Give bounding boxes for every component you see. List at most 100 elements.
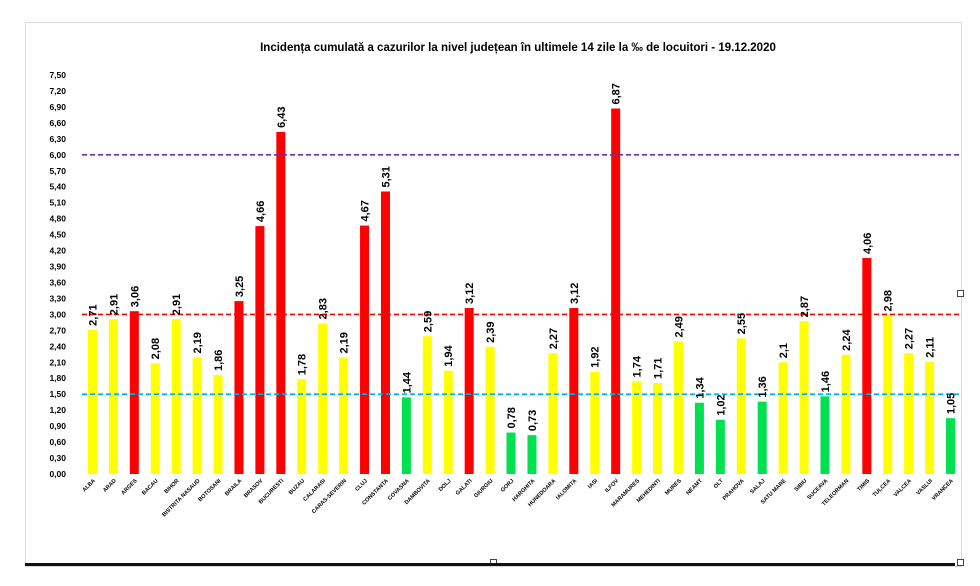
- bar-value-label: 6,87: [611, 83, 623, 104]
- bar: [925, 361, 935, 474]
- bar: [673, 341, 683, 474]
- x-tick-label: BISTRITA NASAUD: [161, 478, 201, 518]
- bar: [820, 396, 830, 474]
- y-tick-label: 4,50: [49, 230, 66, 240]
- bar-value-label: 1,86: [213, 350, 225, 371]
- x-tick-label: GORJ: [500, 478, 515, 493]
- bar-value-label: 2,98: [883, 290, 895, 311]
- bar-value-label: 4,66: [255, 201, 267, 222]
- x-tick-label: BRASOV: [243, 478, 264, 499]
- bar-value-label: 2,91: [171, 294, 183, 315]
- x-tick-label: OLT: [713, 478, 725, 490]
- bar-value-label: 1,34: [694, 376, 706, 398]
- bar-value-label: 1,94: [443, 345, 455, 367]
- bar: [339, 357, 349, 474]
- bar-value-label: 1,36: [757, 376, 769, 397]
- bar: [129, 311, 139, 474]
- bar-value-label: 3,12: [464, 283, 476, 304]
- x-tick-label: NEAMT: [685, 478, 704, 497]
- bar-value-label: 3,25: [234, 276, 246, 297]
- y-tick-label: 6,90: [49, 102, 66, 112]
- bar-value-label: 0,78: [506, 407, 518, 428]
- x-tick-label: ALBA: [82, 478, 97, 493]
- x-tick-label: VALCEA: [893, 478, 913, 498]
- value-labels: 2,71 2,91 3,06 2,08 2,91 2,19 1,86 3,25 4,66 6,43…: [87, 83, 957, 431]
- x-tick-label: TIMIS: [856, 478, 871, 493]
- x-tick-label: VRANCEA: [931, 478, 955, 502]
- bar-value-label: 1,74: [632, 355, 644, 377]
- bar: [171, 319, 181, 474]
- bar-value-label: 2,49: [673, 316, 685, 337]
- y-tick-label: 7,20: [49, 86, 66, 96]
- bar-value-label: 2,24: [841, 329, 853, 351]
- bar: [946, 418, 956, 474]
- y-tick-label: 3,30: [49, 293, 66, 303]
- bar: [569, 308, 579, 474]
- x-tick-label: PRAHOVA: [722, 478, 746, 502]
- bar: [485, 346, 495, 474]
- x-tick-label: IASI: [587, 478, 599, 490]
- x-tick-label: BACAU: [141, 478, 160, 497]
- bar-value-label: 1,92: [590, 346, 602, 367]
- bar-value-label: 6,43: [276, 107, 288, 128]
- bar: [422, 336, 432, 474]
- y-tick-label: 7,50: [49, 70, 66, 80]
- x-tick-label: BUZAU: [288, 478, 306, 496]
- bar: [108, 319, 118, 474]
- bar: [360, 225, 370, 474]
- y-axis: 0,00 0,30 0,60 0,90 1,20 1,50 1,80 2,10 2,40 2,70…: [49, 70, 66, 479]
- bar: [548, 353, 558, 474]
- x-tick-label: BOTOSANI: [197, 478, 222, 503]
- bar: [527, 435, 537, 474]
- x-tick-label: TULCEA: [872, 478, 892, 498]
- bar-value-label: 0,73: [527, 410, 539, 431]
- x-tick-label: BIHOR: [164, 478, 181, 495]
- bar: [150, 363, 160, 474]
- y-tick-label: 1,20: [49, 405, 66, 415]
- bar-value-label: 1,44: [401, 371, 413, 393]
- bar: [904, 353, 914, 474]
- x-tick-label: ARAD: [102, 478, 118, 494]
- bar: [192, 357, 202, 474]
- x-tick-label: VASLUI: [916, 478, 935, 497]
- y-tick-label: 3,00: [49, 309, 66, 319]
- bar-value-label: 3,06: [129, 286, 141, 307]
- bar-value-label: 2,27: [904, 328, 916, 349]
- y-tick-label: 5,40: [49, 182, 66, 192]
- bar-value-label: 1,02: [715, 394, 727, 415]
- x-tick-label: GALATI: [455, 478, 474, 497]
- x-tick-label: ARGES: [120, 478, 138, 496]
- bar: [380, 191, 390, 474]
- y-tick-label: 4,80: [49, 214, 66, 224]
- resize-handle-bottom-right[interactable]: [957, 559, 964, 566]
- bar-value-label: 2,59: [422, 311, 434, 332]
- y-tick-label: 3,60: [49, 277, 66, 287]
- bar-value-label: 2,39: [485, 321, 497, 342]
- y-tick-label: 6,30: [49, 134, 66, 144]
- x-tick-label: ILFOV: [604, 478, 620, 494]
- bar-value-label: 2,19: [192, 332, 204, 353]
- y-tick-label: 5,70: [49, 166, 66, 176]
- bar: [778, 362, 788, 474]
- bar: [694, 402, 704, 474]
- y-tick-label: 0,60: [49, 437, 66, 447]
- bar-value-label: 2,19: [339, 332, 351, 353]
- x-tick-label: SIBIU: [794, 478, 809, 493]
- x-tick-label: CLUJ: [354, 478, 369, 493]
- y-tick-label: 0,00: [49, 469, 66, 479]
- bottom-rule: [25, 563, 955, 566]
- bar: [862, 258, 872, 474]
- bar-value-label: 2,27: [548, 328, 560, 349]
- threshold-lines: [82, 154, 959, 396]
- bar: [318, 323, 328, 474]
- resize-handle-right[interactable]: [957, 290, 964, 297]
- bar-value-label: 4,67: [360, 200, 372, 221]
- y-tick-label: 2,10: [49, 357, 66, 367]
- x-tick-label: IALOMITA: [555, 478, 578, 501]
- bar: [632, 381, 642, 474]
- bar-value-label: 1,78: [297, 354, 309, 375]
- bar: [757, 401, 767, 474]
- bar: [401, 397, 411, 474]
- bar-value-label: 2,1: [778, 343, 790, 358]
- y-tick-label: 0,90: [49, 421, 66, 431]
